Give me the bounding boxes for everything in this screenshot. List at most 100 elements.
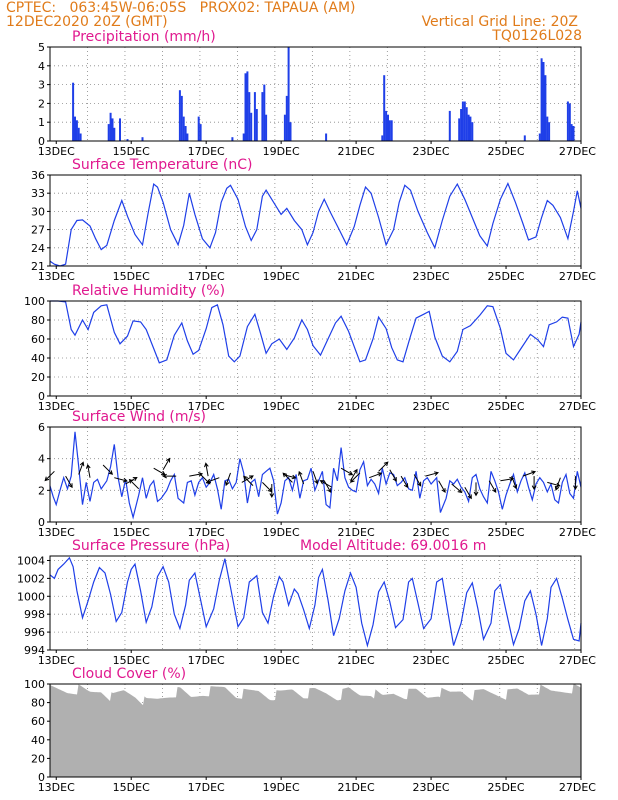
wind-arrow bbox=[319, 480, 332, 488]
cloud-cover-ytick-label: 100 bbox=[24, 678, 45, 691]
pressure-ytick-label: 996 bbox=[24, 626, 45, 639]
humidity-title: Relative Humidity (%) bbox=[72, 283, 225, 299]
temperature-panel bbox=[47, 174, 582, 269]
cloud-cover-panel bbox=[47, 683, 582, 780]
temperature-xtick-label: 27DEC bbox=[559, 270, 596, 283]
wind-arrow bbox=[85, 463, 91, 478]
cloud-cover-xtick-label: 15DEC bbox=[113, 781, 150, 794]
temperature-xtick-label: 25DEC bbox=[487, 270, 524, 283]
wind-xtick-label: 19DEC bbox=[263, 526, 300, 539]
temperature-title: Surface Temperature (nC) bbox=[72, 157, 253, 173]
wind-arrow bbox=[312, 471, 319, 485]
humidity-xtick-label: 13DEC bbox=[38, 400, 75, 413]
temperature-ytick-label: 24 bbox=[31, 242, 45, 255]
pressure-title: Surface Pressure (hPa) bbox=[72, 538, 230, 554]
precip-bar bbox=[566, 101, 569, 141]
header-run-id: TQ0126L028 bbox=[492, 28, 582, 44]
precipitation-xtick-label: 21DEC bbox=[338, 145, 375, 158]
precip-bar bbox=[471, 122, 474, 141]
humidity-xtick-label: 15DEC bbox=[113, 400, 150, 413]
wind-arrow bbox=[473, 482, 479, 497]
wind-arrow bbox=[425, 471, 440, 477]
wind-arrow bbox=[451, 483, 463, 494]
pressure-xtick-label: 25DEC bbox=[487, 654, 524, 667]
precip-bar bbox=[568, 103, 571, 141]
precip-bar bbox=[467, 114, 470, 141]
cloud-cover-xtick-label: 17DEC bbox=[188, 781, 225, 794]
precipitation-xtick-label: 17DEC bbox=[188, 145, 225, 158]
precip-bar bbox=[79, 133, 82, 141]
precip-bar bbox=[538, 133, 541, 141]
wind-arrow bbox=[225, 472, 231, 487]
wind-arrow bbox=[500, 476, 515, 482]
wind-arrow bbox=[389, 469, 397, 482]
precip-bar bbox=[250, 112, 253, 141]
humidity-xtick-label: 25DEC bbox=[487, 400, 524, 413]
precipitation-ytick-label: 4 bbox=[38, 60, 45, 73]
wind-arrow bbox=[128, 478, 140, 490]
temperature-xtick-label: 17DEC bbox=[188, 270, 225, 283]
precip-bar bbox=[458, 118, 461, 141]
pressure-panel bbox=[47, 555, 582, 653]
wind-arrow bbox=[282, 472, 293, 483]
wind-xtick-label: 13DEC bbox=[38, 526, 75, 539]
wind-xtick-label: 27DEC bbox=[559, 526, 596, 539]
wind-arrow bbox=[438, 480, 446, 494]
precipitation-ytick-label: 2 bbox=[38, 97, 45, 110]
precip-bar bbox=[180, 95, 183, 141]
wind-arrow bbox=[114, 477, 128, 483]
precip-bar bbox=[242, 133, 245, 141]
wind-arrow bbox=[340, 467, 354, 476]
precip-bar bbox=[325, 133, 328, 141]
wind-arrow bbox=[241, 475, 254, 483]
wind-arrow bbox=[206, 477, 220, 484]
cloud-cover-ytick-label: 60 bbox=[31, 715, 45, 728]
wind-ytick-label: 2 bbox=[38, 484, 45, 497]
precip-bar bbox=[126, 139, 129, 141]
wind-ytick-label: 4 bbox=[38, 453, 45, 466]
precip-bar bbox=[390, 120, 393, 141]
precipitation-panel bbox=[47, 46, 582, 144]
cloud-cover-ytick-label: 20 bbox=[31, 752, 45, 765]
wind-arrow bbox=[298, 470, 305, 485]
precip-bar bbox=[287, 47, 290, 141]
wind-arrow bbox=[488, 480, 497, 494]
wind-arrow bbox=[243, 475, 254, 486]
pressure-ytick-label: 1004 bbox=[17, 554, 45, 567]
cloud-cover-ytick-label: 80 bbox=[31, 697, 45, 710]
precip-bar bbox=[244, 73, 247, 141]
cloud-cover-xtick-label: 19DEC bbox=[263, 781, 300, 794]
header-grid-note: Vertical Grid Line: 20Z bbox=[421, 14, 578, 30]
wind-arrow bbox=[531, 476, 537, 491]
wind-arrow bbox=[464, 486, 472, 500]
precip-bar bbox=[265, 114, 268, 141]
pressure-ytick-label: 1002 bbox=[17, 572, 45, 585]
wind-arrow bbox=[65, 475, 73, 489]
precip-bar bbox=[184, 126, 187, 141]
cloud-cover-title: Cloud Cover (%) bbox=[72, 666, 186, 682]
header-date: 12DEC2020 20Z (GMT) bbox=[6, 14, 168, 30]
precip-bar bbox=[248, 92, 251, 141]
cloud-cover-area bbox=[49, 684, 581, 777]
wind-arrow bbox=[102, 464, 114, 475]
pressure-xtick-label: 17DEC bbox=[188, 654, 225, 667]
wind-arrow bbox=[269, 484, 275, 499]
pressure-xtick-label: 21DEC bbox=[338, 654, 375, 667]
precip-bar bbox=[460, 109, 463, 141]
wind-arrow bbox=[400, 475, 409, 489]
precip-bar bbox=[182, 116, 185, 141]
humidity-ytick-label: 60 bbox=[31, 333, 45, 346]
wind-panel bbox=[44, 426, 582, 525]
precip-bar bbox=[197, 116, 200, 141]
temperature-frame bbox=[49, 174, 582, 267]
header-line1: CPTEC: 063:45W-06:05S PROX02: TAPAUA (AM… bbox=[6, 0, 356, 16]
humidity-ytick-label: 20 bbox=[31, 371, 45, 384]
temperature-ytick-label: 21 bbox=[31, 260, 45, 273]
wind-arrow bbox=[349, 472, 361, 483]
precip-bar bbox=[231, 137, 234, 141]
precip-bar bbox=[107, 124, 110, 141]
precip-bar bbox=[77, 127, 80, 141]
precip-bar bbox=[119, 118, 121, 141]
precip-bar bbox=[388, 120, 391, 141]
wind-xtick-label: 21DEC bbox=[338, 526, 375, 539]
